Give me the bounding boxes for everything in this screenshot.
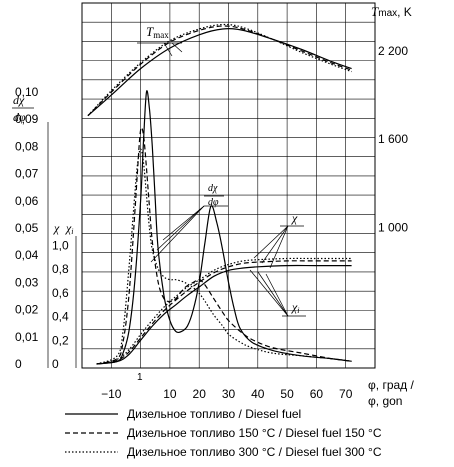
chi-axis-label-a: χ (53, 221, 60, 235)
series-3-dchi-line (96, 148, 352, 365)
series-1-dchi-line (96, 90, 352, 365)
x-axis-label-line1: φ, град / (368, 378, 415, 392)
chi-axis-label-b: χi (65, 221, 74, 236)
annotation-chi-i: χi (249, 269, 306, 317)
chi-tick-labels: 0 0,2 0,4 0,6 0,8 1,0 (52, 239, 69, 372)
x-tick-label: −10 (101, 387, 122, 401)
x-tick-label: 10 (163, 387, 177, 401)
x-annotation-1: 1 (137, 372, 143, 383)
dchi-tick-label: 0,06 (15, 194, 39, 208)
x-tick-label: 60 (310, 387, 324, 401)
x-tick-label: 40 (251, 387, 265, 401)
x-tick-label: 50 (280, 387, 294, 401)
tmax-tick-label: 1 000 (378, 220, 408, 234)
series-2-dchi-line (96, 127, 352, 365)
svg-text:χ: χ (291, 211, 298, 225)
chart-curves (87, 23, 352, 365)
dchi-tick-label: 0,01 (15, 330, 39, 344)
annotation-chi: χ (253, 211, 304, 269)
svg-text:dφ: dφ (208, 197, 219, 208)
chi-axis-label-b-sub: i (71, 227, 73, 236)
annotation-chi-i-sub: i (297, 306, 299, 315)
annotation-tmax: Tmax (137, 24, 183, 57)
legend-label-3: Дизельное топливо 300 °С / Diesel fuel 3… (127, 445, 382, 459)
dchi-tick-label: 0,04 (15, 248, 39, 262)
series-2-chi-line (96, 260, 352, 365)
annotation-dchi-dphi: dχ dφ (150, 183, 228, 263)
dchi-axis-label-num: dχ (13, 93, 25, 107)
series-3-chi-line (96, 257, 352, 365)
dchi-tick-label: 0,05 (15, 221, 39, 235)
series-1-chi-line (96, 264, 352, 365)
dchi-tick-label: 0,03 (15, 275, 39, 289)
tmax-tick-label: 1 600 (378, 132, 408, 146)
dchi-tick-label: 0,10 (15, 85, 39, 99)
dchi-tick-label: 0,08 (15, 139, 39, 153)
x-tick-label: 30 (222, 387, 236, 401)
x-tick-labels: −10 10 20 30 40 50 60 70 (101, 387, 353, 401)
chi-axis-label-b-main: χ (65, 221, 72, 235)
tmax-tick-label: 2 200 (378, 44, 408, 58)
tmax-axis-symbol: T (371, 4, 379, 19)
chi-tick-label: 1,0 (52, 239, 69, 253)
chi-tick-label: 0 (52, 357, 59, 371)
annotation-tmax-main: T (146, 24, 154, 39)
tmax-tick-labels: 1 000 1 600 2 200 (378, 44, 408, 234)
annotation-chi-i-main: χ (291, 300, 298, 314)
svg-text:dχ: dχ (208, 183, 218, 194)
series-3-tmax-line (87, 23, 352, 117)
series-1-tmax-line (87, 28, 352, 117)
dchi-tick-labels: 0 0,01 0,02 0,03 0,04 0,05 0,06 0,07 0,08 0,09 0,1… (15, 85, 39, 371)
dchi-axis-label-den: dφ (13, 110, 26, 124)
tmax-axis-label: Tmax, K (371, 4, 412, 19)
chi-tick-label: 0,6 (52, 286, 69, 300)
tmax-axis-unit: , K (397, 5, 412, 19)
svg-text:Tmax: Tmax (146, 24, 169, 40)
x-tick-label: 70 (339, 387, 353, 401)
legend-label-2: Дизельное топливо 150 °С / Diesel fuel 1… (127, 426, 382, 440)
dchi-tick-label: 0,09 (15, 112, 39, 126)
dchi-tick-label: 0,07 (15, 167, 39, 181)
chart-grid (47, 2, 376, 369)
chi-tick-label: 0,8 (52, 262, 69, 276)
x-tick-label: 20 (193, 387, 207, 401)
svg-text:χi: χi (291, 300, 300, 315)
tmax-axis-subscript: max (378, 8, 397, 19)
dchi-tick-label: 0,02 (15, 303, 39, 317)
legend-label-1: Дизельное топливо / Diesel fuel (127, 407, 301, 421)
legend: Дизельное топливо / Diesel fuel Дизельное… (65, 407, 382, 459)
x-axis-label-line2: φ, gon (368, 394, 402, 408)
chi-tick-label: 0,4 (52, 310, 69, 324)
chi-tick-label: 0,2 (52, 333, 69, 347)
dchi-tick-label: 0 (15, 357, 22, 371)
annotation-tmax-sub: max (153, 30, 169, 40)
series-2-tmax-line (87, 25, 352, 117)
